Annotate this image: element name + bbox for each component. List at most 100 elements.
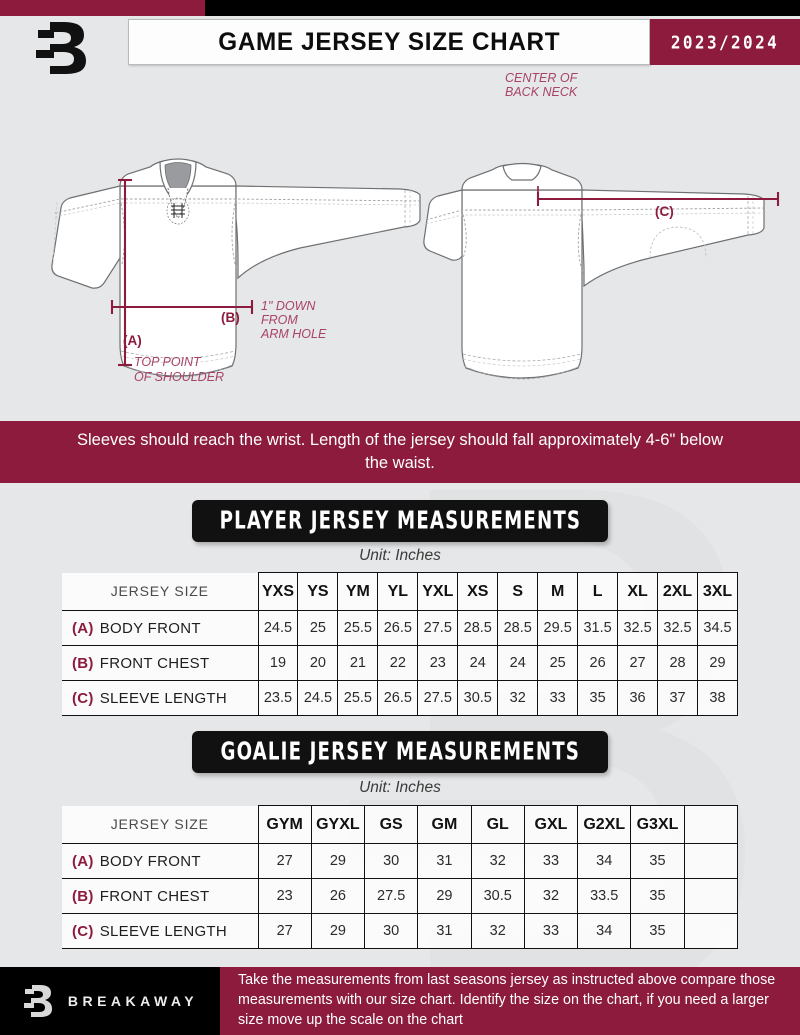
page-header: GAME JERSEY SIZE CHART 2023/2024 — [0, 16, 800, 74]
table-row: (C) SLEEVE LENGTH 27 29 30 31 32 33 34 35 — [62, 913, 739, 949]
cell: 21 — [337, 645, 379, 681]
label-c-note-line2: BACK NECK — [505, 85, 578, 99]
cell: 32 — [470, 843, 525, 879]
cell: 24.5 — [257, 610, 299, 646]
cell: 27.5 — [417, 610, 459, 646]
player-measurements-table: JERSEY SIZE YXS YS YM YL YXL XS S M L XL… — [62, 572, 739, 716]
row-label: (C) SLEEVE LENGTH — [62, 913, 259, 949]
cell: 33 — [523, 843, 579, 879]
table-row: (B) FRONT CHEST 23 26 27.5 29 30.5 32 33.… — [62, 878, 739, 914]
row-label-text: SLEEVE LENGTH — [99, 689, 228, 707]
column-header: S — [497, 572, 539, 611]
column-header: M — [537, 572, 579, 611]
column-header: GS — [364, 805, 419, 844]
breakaway-b-monogram-icon — [23, 985, 52, 1017]
row-label: (A) BODY FRONT — [62, 843, 259, 879]
row-tag: (C) — [72, 922, 94, 940]
player-measurements-table-wrap: JERSEY SIZE YXS YS YM YL YXL XS S M L XL… — [62, 572, 739, 716]
cell: 30.5 — [457, 680, 499, 716]
cell: 20 — [297, 645, 339, 681]
cell: 36 — [617, 680, 659, 716]
cell: 27.5 — [417, 680, 459, 716]
footer-brand-block: BREAKAWAY — [0, 967, 220, 1035]
table-header-row: JERSEY SIZE YXS YS YM YL YXL XS S M L XL… — [62, 572, 739, 611]
cell: 23 — [417, 645, 459, 681]
player-section-heading: PLAYER JERSEY MEASUREMENTS — [192, 500, 608, 542]
row-tag: (C) — [72, 689, 94, 707]
cell: 24 — [457, 645, 499, 681]
cell: 32.5 — [617, 610, 659, 646]
column-header: G3XL — [630, 805, 685, 844]
cell: 33 — [523, 913, 579, 949]
column-header: YM — [337, 572, 379, 611]
cell: 23 — [257, 878, 312, 914]
label-b-note-line2: FROM — [261, 313, 298, 327]
cell: 34 — [577, 913, 632, 949]
cell: 30 — [364, 913, 419, 949]
cell: 30 — [364, 843, 419, 879]
cell: 37 — [657, 680, 698, 716]
cell: 27 — [617, 645, 659, 681]
row-label-text: FRONT CHEST — [99, 654, 210, 672]
footer-instructions: Take the measurements from last seasons … — [220, 967, 800, 1035]
cell: 34 — [577, 843, 632, 879]
page-footer: BREAKAWAY Take the measurements from las… — [0, 967, 800, 1035]
column-header: GYXL — [310, 805, 366, 844]
cell: 23.5 — [257, 680, 299, 716]
column-header: G2XL — [577, 805, 632, 844]
column-header: YS — [297, 572, 339, 611]
row-label: (B) FRONT CHEST — [62, 645, 259, 681]
table-header-row: JERSEY SIZE GYM GYXL GS GM GL GXL G2XL G… — [62, 805, 739, 844]
column-header: GYM — [257, 805, 312, 844]
cell: 38 — [696, 680, 739, 716]
front-jersey-illustration — [51, 158, 421, 378]
measure-line-b — [110, 300, 254, 314]
label-b-tag: (B) — [221, 310, 240, 325]
column-header: 3XL — [696, 572, 739, 611]
cell: 35 — [630, 843, 685, 879]
column-header: GM — [417, 805, 472, 844]
row-label: (B) FRONT CHEST — [62, 878, 259, 914]
footer-instructions-text: Take the measurements from last seasons … — [238, 972, 776, 1028]
label-b-note-line3: ARM HOLE — [260, 327, 327, 341]
cell: 25.5 — [337, 610, 379, 646]
cell: 27.5 — [364, 878, 419, 914]
column-header-empty — [683, 805, 739, 844]
cell: 29 — [310, 913, 366, 949]
title-plate: GAME JERSEY SIZE CHART — [128, 19, 650, 65]
cell: 29 — [696, 645, 739, 681]
cell: 25 — [297, 610, 339, 646]
cell: 26.5 — [377, 610, 419, 646]
cell: 33 — [537, 680, 579, 716]
cell: 31.5 — [577, 610, 619, 646]
table-row: (C) SLEEVE LENGTH 23.5 24.5 25.5 26.5 27.… — [62, 680, 739, 716]
cell: 27 — [257, 913, 312, 949]
column-header: GL — [470, 805, 525, 844]
row-label-text: BODY FRONT — [99, 619, 201, 637]
row-label: (C) SLEEVE LENGTH — [62, 680, 259, 716]
cell: 29 — [417, 878, 472, 914]
cell: 29.5 — [537, 610, 579, 646]
player-unit-label: Unit: Inches — [359, 547, 441, 564]
goalie-section-heading: GOALIE JERSEY MEASUREMENTS — [192, 731, 608, 773]
cell: 32 — [523, 878, 579, 914]
season-year-plate: 2023/2024 — [650, 19, 800, 65]
sleeve-length-note-band: Sleeves should reach the wrist. Length o… — [0, 421, 800, 483]
sleeve-length-note: Sleeves should reach the wrist. Length o… — [76, 430, 724, 472]
column-header: L — [577, 572, 619, 611]
cell: 30.5 — [470, 878, 525, 914]
table-row: (B) FRONT CHEST 19 20 21 22 23 24 24 25 2… — [62, 645, 739, 681]
table-row: (A) BODY FRONT 27 29 30 31 32 33 34 35 — [62, 843, 739, 879]
goalie-section-heading-text: GOALIE JERSEY MEASUREMENTS — [220, 737, 580, 767]
label-a-note-line1: TOP POINT — [134, 355, 202, 369]
jersey-size-header: JERSEY SIZE — [62, 805, 259, 844]
cell-empty — [683, 913, 739, 949]
label-a-note-line2: OF SHOULDER — [134, 370, 224, 384]
goalie-measurements-table: JERSEY SIZE GYM GYXL GS GM GL GXL G2XL G… — [62, 805, 739, 949]
cell: 28 — [657, 645, 698, 681]
cell: 22 — [377, 645, 419, 681]
column-header: 2XL — [657, 572, 698, 611]
jersey-size-header: JERSEY SIZE — [62, 572, 259, 611]
cell-empty — [683, 878, 739, 914]
cell: 32 — [470, 913, 525, 949]
